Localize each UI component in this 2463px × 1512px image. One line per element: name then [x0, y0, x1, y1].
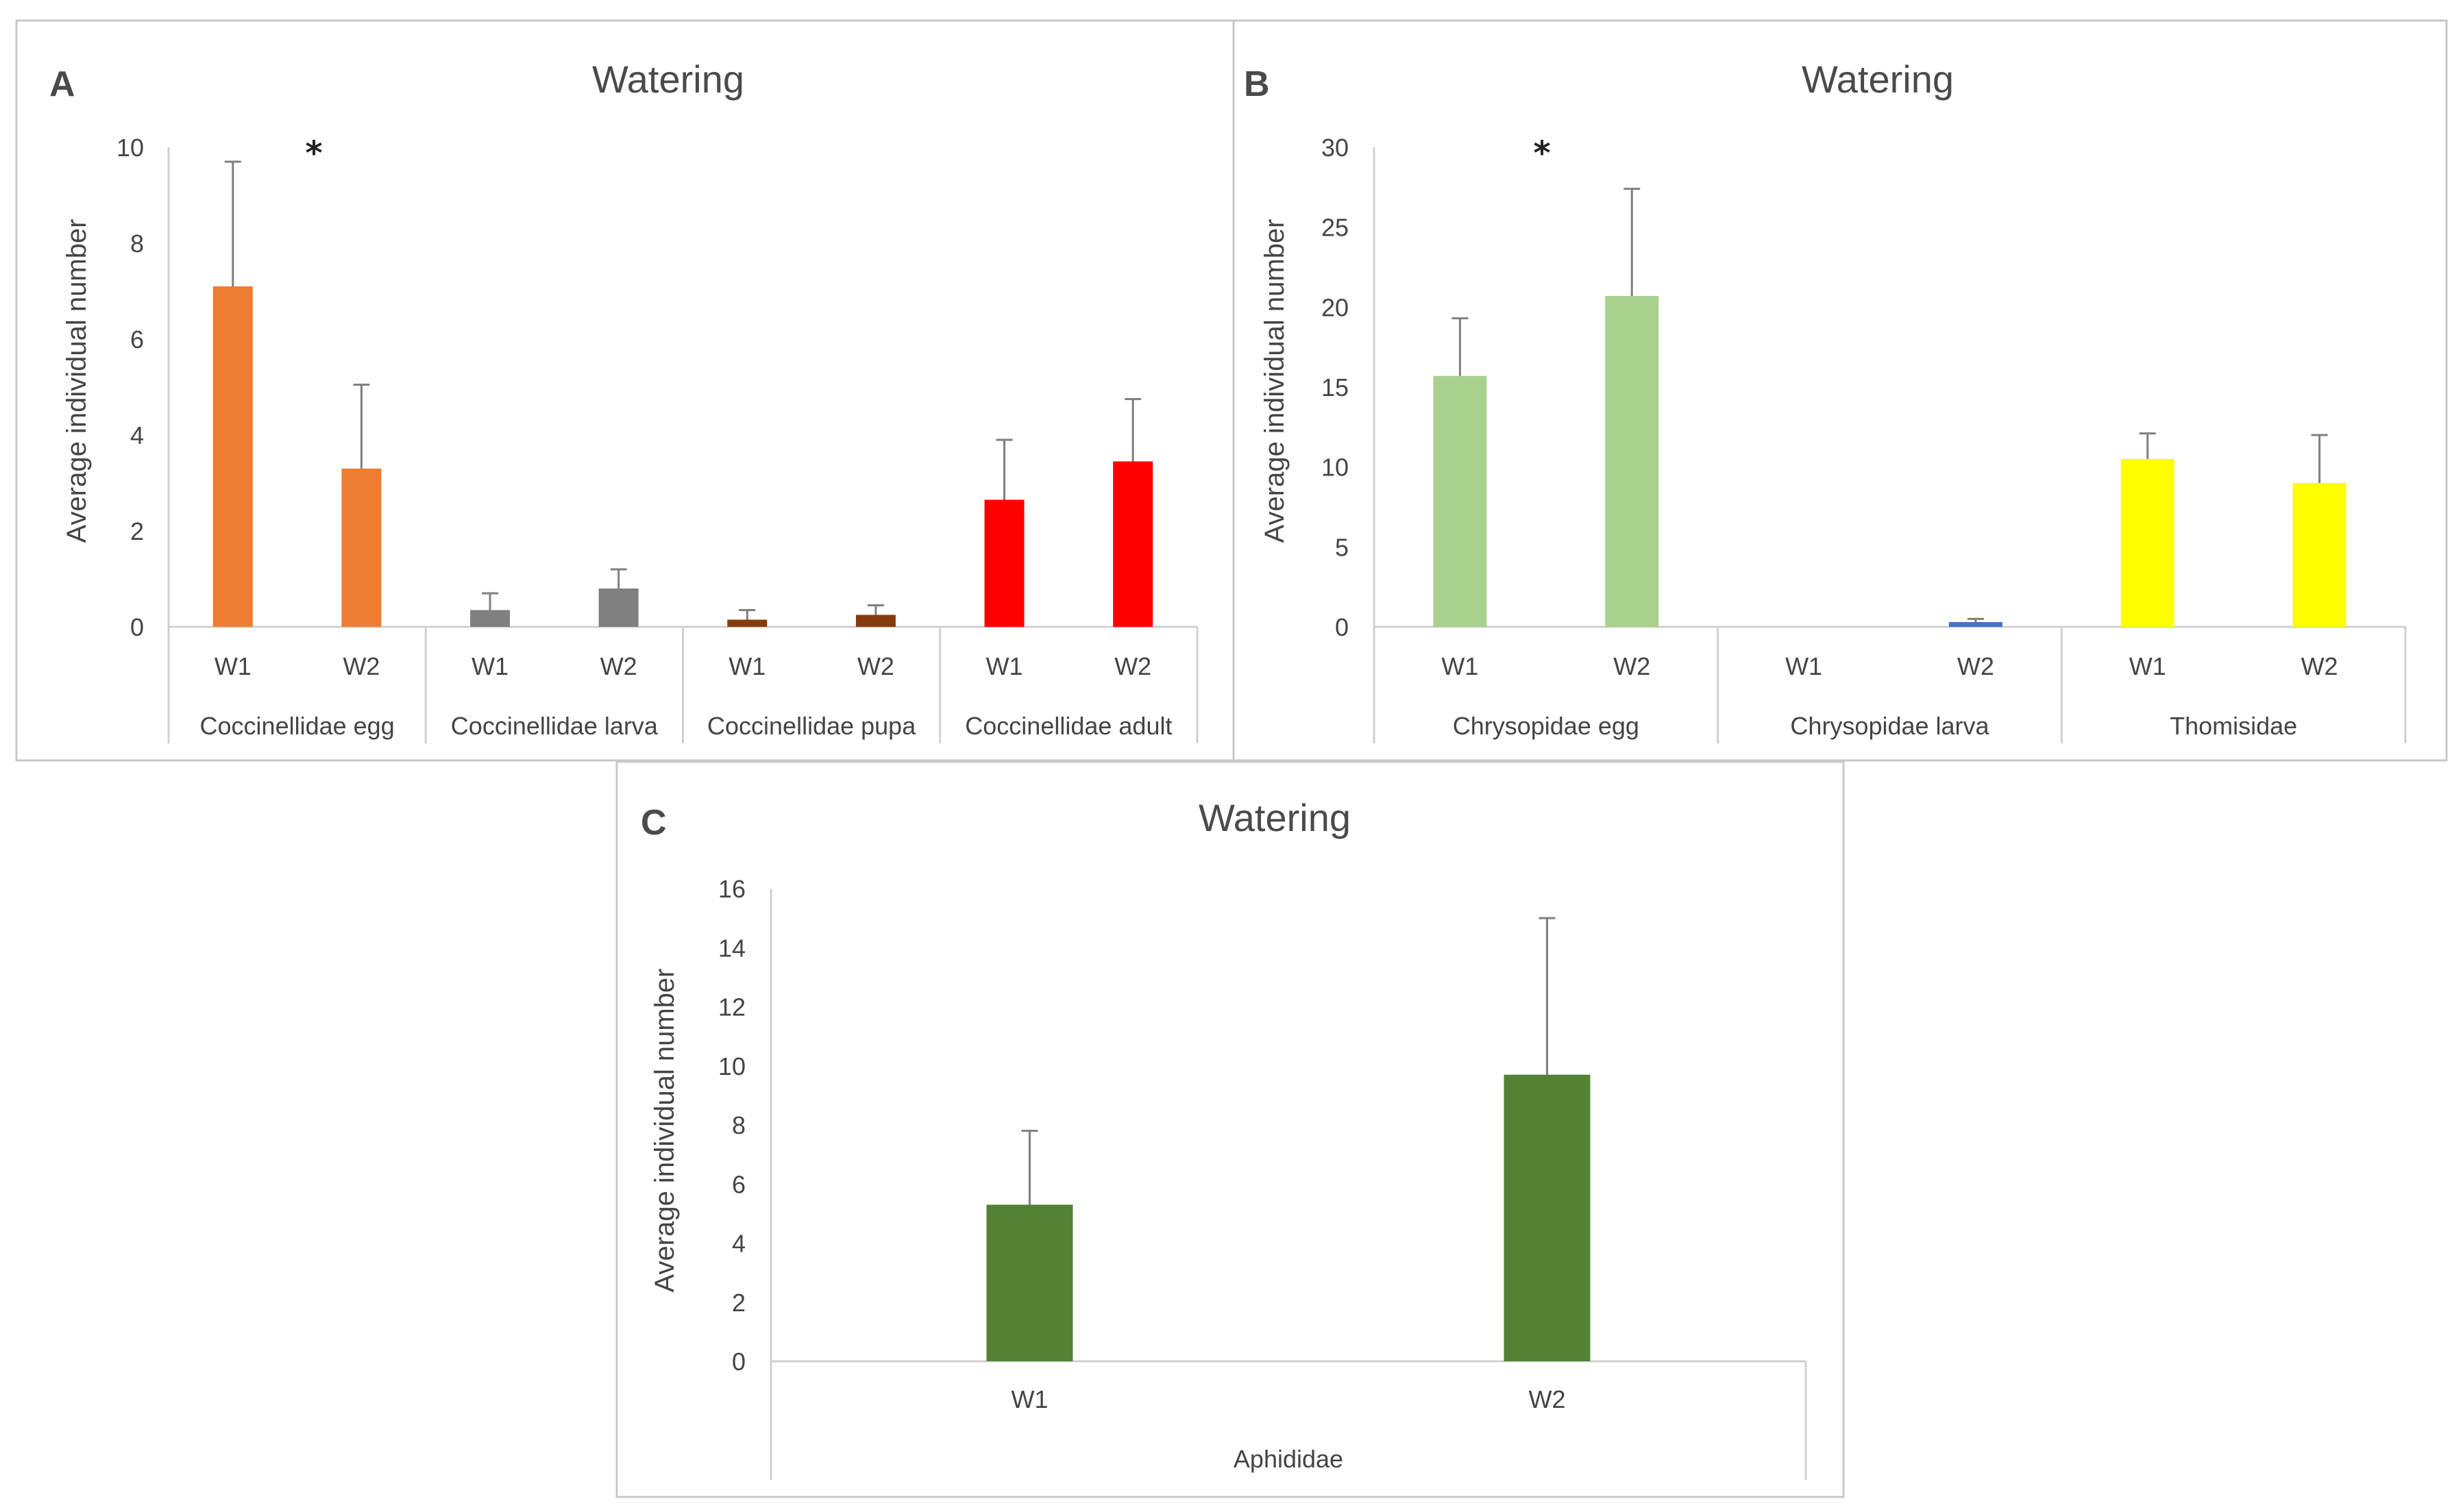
panel-b-category-label: W1 — [1441, 652, 1478, 680]
panel-a-group-label: Coccinellidae egg — [200, 712, 395, 740]
panel-b-group-label: Chrysopidae egg — [1453, 712, 1639, 740]
panel-a-significance-marker: * — [305, 134, 322, 173]
panel-a-group-label: Coccinellidae pupa — [707, 712, 916, 740]
panel-b-bar — [1433, 375, 1487, 627]
panel-c-y-tick-label: 12 — [718, 993, 746, 1021]
panel-a-y-tick-label: 2 — [130, 517, 144, 545]
panel-c-bar — [1504, 1074, 1591, 1361]
panel-c-bar — [986, 1204, 1073, 1361]
panel-a-bar — [984, 499, 1025, 627]
panel-b-bar — [1948, 622, 2002, 627]
panel-b-y-tick-label: 25 — [1321, 214, 1349, 242]
panel-b-y-tick-label: 20 — [1321, 293, 1349, 321]
panel-b-category-label: W2 — [2301, 652, 2338, 680]
panel-a-category-label: W2 — [857, 652, 894, 680]
panel-c-y-tick-label: 8 — [732, 1111, 746, 1139]
panel-c-frame — [615, 760, 1845, 1498]
panel-a-y-tick-label: 4 — [130, 421, 144, 449]
panel-c: C Watering Average individual number 0 2 4… — [615, 760, 1845, 1498]
panel-c-y-axis-title: Average individual number — [650, 969, 680, 1293]
panel-a-group-label: Coccinellidae adult — [965, 712, 1172, 740]
panel-b-category-label: W2 — [1613, 652, 1650, 680]
panel-a-category-label: W1 — [728, 652, 765, 680]
panel-a-letter: A — [49, 64, 75, 104]
panel-a-bar — [212, 286, 253, 627]
panel-b-group-label: Thomisidae — [2170, 712, 2297, 740]
panel-c-y-tick-label: 0 — [732, 1348, 746, 1376]
panel-a-group-label: Coccinellidae larva — [451, 712, 659, 740]
panel-c-category-label: W1 — [1012, 1385, 1049, 1413]
panel-b-bar — [2292, 483, 2346, 627]
panel-a-category-label: W1 — [986, 652, 1023, 680]
panel-c-plot: 0 2 4 6 8 10 12 14 16 W1 W2 Aphididae — [718, 875, 1807, 1480]
panel-c-title: Watering — [1199, 796, 1351, 839]
panel-c-y-tick-label: 6 — [732, 1170, 746, 1198]
panel-a-y-tick-label: 0 — [130, 613, 144, 641]
panel-a-category-label: W2 — [600, 652, 637, 680]
panel-a-bar — [341, 469, 382, 627]
panel-b-frame — [1232, 19, 2448, 762]
panel-a-y-tick-label: 10 — [117, 134, 144, 162]
panel-b-y-tick-label: 0 — [1335, 613, 1349, 641]
panel-b-category-label: W2 — [1957, 652, 1994, 680]
panel-a-bar — [470, 610, 511, 627]
panel-a-category-label: W2 — [1114, 652, 1151, 680]
panel-b-significance-marker: * — [1533, 134, 1550, 173]
panel-a-y-tick-label: 6 — [130, 325, 144, 354]
panel-c-y-tick-label: 14 — [718, 934, 746, 962]
panel-a-plot: 0 2 4 6 8 10 W1 W2 Coccinellidae egg W1 W2 Coccinel… — [117, 134, 1199, 743]
panel-c-group-label: Aphididae — [1234, 1445, 1343, 1473]
panel-b-letter: B — [1244, 64, 1270, 104]
panel-b-y-tick-label: 5 — [1335, 533, 1349, 561]
panel-a-y-axis-title: Average individual number — [62, 219, 92, 543]
panel-c-category-label: W2 — [1529, 1385, 1566, 1413]
panel-a-y-tick-label: 8 — [130, 230, 144, 258]
panel-b-category-label: W1 — [1785, 652, 1822, 680]
panel-c-y-tick-label: 4 — [732, 1230, 746, 1258]
panel-b-y-tick-label: 30 — [1321, 134, 1349, 162]
panel-b-bar — [2120, 459, 2174, 627]
panel-a-title: Watering — [592, 58, 744, 101]
panel-a-bar — [598, 588, 639, 627]
panel-b: B Watering Average individual number * 0… — [1232, 19, 2448, 762]
panel-b-y-tick-label: 15 — [1321, 373, 1349, 401]
panel-c-y-tick-label: 10 — [718, 1052, 746, 1080]
panel-b-category-label: W1 — [2129, 652, 2166, 680]
panel-a-category-label: W1 — [471, 652, 508, 680]
panel-a-bar — [855, 615, 896, 627]
panel-a-category-label: W1 — [215, 652, 252, 680]
panel-b-y-tick-label: 10 — [1321, 454, 1349, 482]
panel-b-bar — [1605, 296, 1659, 627]
panel-b-plot: 0 5 10 15 20 25 30 W1 W2 Chrysopidae egg W1 W2 Chrys… — [1321, 134, 2407, 743]
panel-a: A Watering Average individual number * 0… — [15, 19, 1235, 762]
panel-c-y-tick-label: 16 — [718, 875, 746, 903]
panel-b-group-label: Chrysopidae larva — [1790, 712, 1989, 740]
panel-a-frame — [15, 19, 1235, 762]
panel-b-y-axis-title: Average individual number — [1260, 219, 1290, 543]
panel-c-y-tick-label: 2 — [732, 1289, 746, 1317]
panel-a-bar — [1113, 461, 1153, 627]
panel-b-title: Watering — [1802, 58, 1954, 101]
panel-c-letter: C — [641, 803, 667, 843]
panel-a-bar — [727, 619, 768, 627]
panel-a-category-label: W2 — [343, 652, 380, 680]
